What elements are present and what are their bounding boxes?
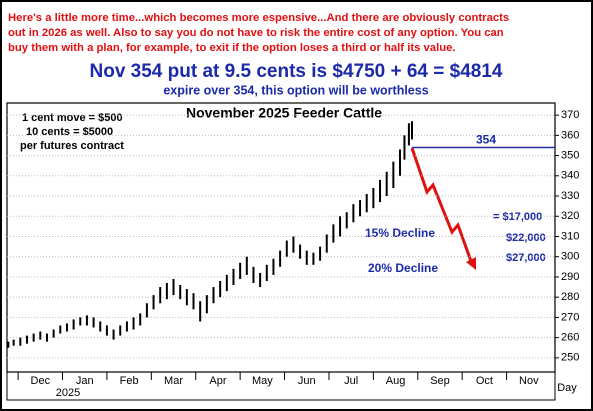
decline-label: 20% Decline [368,261,438,275]
x-tick-label: Feb [120,375,139,387]
y-tick-label: 270 [561,311,579,323]
loss-label: = $17,000 [493,211,542,223]
x-axis-label: Day [557,382,577,394]
x-tick-label: Apr [209,375,226,387]
loss-label: $22,000 [506,232,546,244]
x-tick-label: May [252,375,273,387]
y-tick-label: 310 [561,230,579,242]
subline: expire over 354, this option will be wor… [163,83,428,97]
strike-label: 354 [476,133,496,147]
note-line: out in 2026 as well. Also to say you do … [8,27,504,39]
note: 10 cents = $5000 [26,126,113,138]
y-tick-label: 300 [561,251,579,263]
y-tick-label: 330 [561,190,579,202]
y-tick-label: 290 [561,271,579,283]
x-tick-label: Jul [344,375,358,387]
y-tick-label: 260 [561,332,579,344]
note-line: Here's a little more time...which become… [8,12,509,24]
y-tick-label: 320 [561,210,579,222]
y-tick-label: 250 [561,352,579,364]
note: 1 cent move = $500 [22,112,123,124]
projection-arrow [410,147,474,265]
x-axis-band [6,371,556,401]
year-label: 2025 [56,387,80,399]
arrow-head [466,257,476,270]
decline-label: 15% Decline [365,226,435,240]
x-tick-label: Jun [298,375,316,387]
note-line: buy them with a plan, for example, to ex… [8,42,456,54]
x-tick-label: Oct [476,375,493,387]
x-tick-label: Sep [430,375,450,387]
y-tick-label: 350 [561,149,579,161]
y-tick-label: 370 [561,109,579,121]
chart-title: November 2025 Feeder Cattle [186,105,382,121]
loss-label: $27,000 [506,252,546,264]
headline: Nov 354 put at 9.5 cents is $4750 + 64 =… [90,61,503,82]
x-tick-label: Dec [31,375,51,387]
x-tick-label: Jan [76,375,94,387]
x-tick-label: Mar [164,375,183,387]
y-tick-label: 280 [561,291,579,303]
y-tick-label: 340 [561,170,579,182]
note: per futures contract [20,140,124,152]
x-tick-label: Nov [519,375,539,387]
y-tick-label: 360 [561,129,579,141]
x-tick-label: Aug [386,375,406,387]
